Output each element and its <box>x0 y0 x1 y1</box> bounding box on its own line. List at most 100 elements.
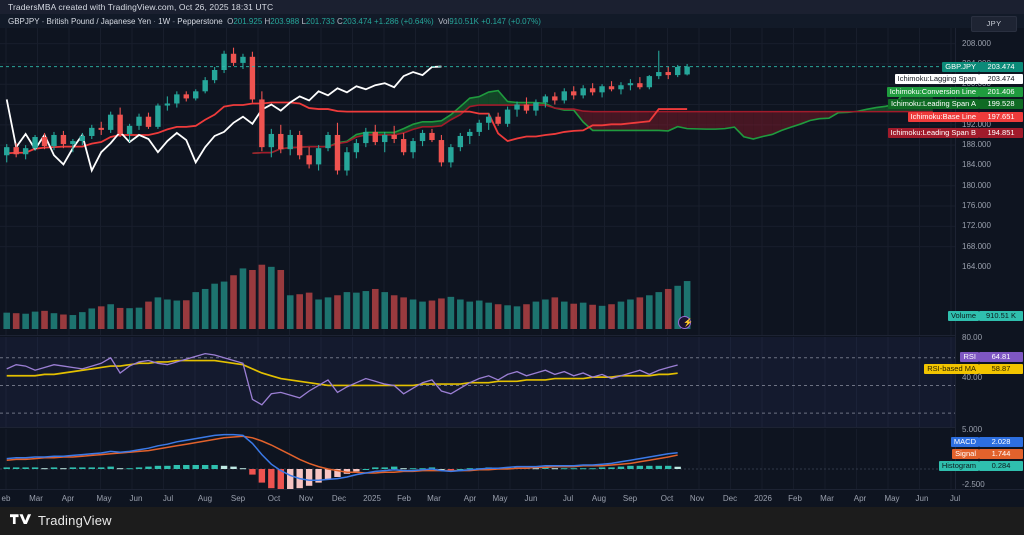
price-tick: 184.000 <box>962 160 991 170</box>
price-tick: 176.000 <box>962 201 991 211</box>
price-tick: 192.000 <box>962 119 991 129</box>
price-pane[interactable] <box>0 28 955 335</box>
symbol-ohlc-legend[interactable]: GBPJPY - British Pound / Japanese Yen · … <box>8 16 541 26</box>
price-tick: 208.000 <box>962 38 991 48</box>
time-axis-label: Dec <box>331 494 347 503</box>
time-axis-label: Apr <box>61 494 75 503</box>
time-axis-label: Nov <box>298 494 314 503</box>
watermark-text: TradersMBA created with TradingView.com,… <box>8 2 274 12</box>
indicator-value-badge[interactable]: 194.851 <box>979 128 1023 138</box>
indicator-name-badge[interactable]: GBP.JPY <box>942 62 979 72</box>
price-tick: 180.000 <box>962 180 991 190</box>
brand-bar: TradingView <box>0 507 1024 535</box>
indicator-value-badge[interactable]: 2.028 <box>979 437 1023 447</box>
time-axis-label: Feb <box>788 494 802 503</box>
volume-change: +0.147 <box>481 16 506 26</box>
change-value: +1.286 <box>373 16 399 26</box>
time-axis-label: May <box>884 494 900 503</box>
tradingview-logo-icon <box>10 513 32 524</box>
indicator-name-badge[interactable]: Ichimoku:Conversion Line <box>886 87 979 97</box>
indicator-value-badge[interactable]: 58.87 <box>979 364 1023 374</box>
indicator-value-badge[interactable]: 0.284 <box>979 461 1023 471</box>
time-axis-label: Mar <box>29 494 43 503</box>
price-plot[interactable] <box>0 28 955 335</box>
indicator-value-badge[interactable]: 203.474 <box>979 62 1023 72</box>
low-value: 201.733 <box>305 16 335 26</box>
indicator-value-badge[interactable]: 201.406 <box>979 87 1023 97</box>
macd-plot[interactable] <box>0 429 955 490</box>
symbol-exchange: Pepperstone <box>177 16 223 26</box>
price-tick: 164.000 <box>962 261 991 271</box>
time-axis-label: Jun <box>129 494 143 503</box>
symbol-interval[interactable]: 1W <box>158 16 171 26</box>
time-axis-label: Sep <box>230 494 246 503</box>
macd-scale-tick: -2.500 <box>962 480 985 489</box>
time-axis-label: Aug <box>197 494 213 503</box>
indicator-value-badge[interactable]: 197.651 <box>979 112 1023 122</box>
price-tick: 188.000 <box>962 140 991 150</box>
time-axis[interactable]: eb Mar Apr May Jun Jul Aug Sep Oct Nov Dec 2025 Feb M… <box>0 489 1024 508</box>
indicator-name-badge[interactable]: Ichimoku:Leading Span B <box>887 128 979 138</box>
indicator-value-badge[interactable]: 64.81 <box>979 352 1023 362</box>
time-axis-label: Dec <box>722 494 738 503</box>
indicator-value-badge[interactable]: 1.744 <box>979 449 1023 459</box>
rsi-chart-svg <box>0 337 955 427</box>
symbol-ticker[interactable]: GBPJPY <box>8 16 40 26</box>
rsi-pane[interactable] <box>0 337 955 427</box>
indicator-name-badge[interactable]: Histogram <box>938 461 979 471</box>
pane-divider-1[interactable] <box>0 335 1024 336</box>
indicator-name-badge[interactable]: RSI <box>960 352 979 362</box>
time-axis-label: eb <box>1 494 11 503</box>
time-axis-label: Mar <box>427 494 441 503</box>
rsi-scale-tick: 40.00 <box>962 373 983 382</box>
indicator-name-badge[interactable]: MACD <box>950 437 979 447</box>
time-axis-label: Oct <box>267 494 281 503</box>
time-axis-label: 2025 <box>363 494 381 503</box>
time-axis-label: Jul <box>162 494 174 503</box>
rsi-plot[interactable] <box>0 337 955 427</box>
time-axis-label: Apr <box>853 494 867 503</box>
time-axis-label: Apr <box>463 494 477 503</box>
alert-marker-icon[interactable]: ⚡ <box>678 316 693 329</box>
time-axis-label: Jun <box>915 494 929 503</box>
high-label: H <box>264 16 271 26</box>
close-label: C <box>337 16 343 26</box>
volume-scale-tick: 80.00 <box>962 333 983 342</box>
macd-pane[interactable] <box>0 429 955 490</box>
indicator-name-badge[interactable]: Ichimoku:Base Line <box>907 112 979 122</box>
volume-label: Vol <box>438 16 450 26</box>
indicator-name-badge[interactable]: Volume <box>947 311 979 321</box>
close-value: 203.474 <box>342 16 372 26</box>
indicator-name-badge[interactable]: RSI-based MA <box>924 364 979 374</box>
time-axis-label: Mar <box>820 494 834 503</box>
time-axis-label: Nov <box>689 494 705 503</box>
low-label: L <box>301 16 306 26</box>
open-value: 201.925 <box>233 16 263 26</box>
price-scale[interactable]: 208.000204.000200.000196.000192.000188.0… <box>955 28 1024 489</box>
volume-value: 910.51K <box>449 16 479 26</box>
time-axis-label: 2026 <box>754 494 772 503</box>
time-axis-label: Oct <box>660 494 674 503</box>
open-label: O <box>227 16 234 26</box>
brand-name: TradingView <box>38 513 112 528</box>
tradingview-logo[interactable]: TradingView <box>10 513 112 528</box>
volume-change-percent: (+0.07%) <box>508 16 541 26</box>
macd-scale-tick: 5.000 <box>962 425 983 434</box>
price-chart-svg <box>0 28 955 335</box>
pane-divider-2[interactable] <box>0 427 1024 428</box>
indicator-name-badge[interactable]: Ichimoku:Lagging Span <box>894 74 979 84</box>
time-axis-label: Jul <box>949 494 961 503</box>
time-axis-label: May <box>492 494 508 503</box>
indicator-name-badge[interactable]: Signal <box>952 449 979 459</box>
time-axis-label: Sep <box>622 494 638 503</box>
currency-badge[interactable]: JPY <box>971 16 1017 32</box>
macd-chart-svg <box>0 429 955 490</box>
indicator-value-badge[interactable]: 910.51 K <box>979 311 1023 321</box>
symbol-legend-bar: GBPJPY - British Pound / Japanese Yen · … <box>0 14 1024 28</box>
indicator-value-badge[interactable]: 203.474 <box>979 74 1023 84</box>
time-axis-label: Jun <box>524 494 538 503</box>
indicator-value-badge[interactable]: 199.528 <box>979 99 1023 109</box>
indicator-name-badge[interactable]: Ichimoku:Leading Span A <box>887 99 979 109</box>
time-axis-label: Aug <box>591 494 607 503</box>
